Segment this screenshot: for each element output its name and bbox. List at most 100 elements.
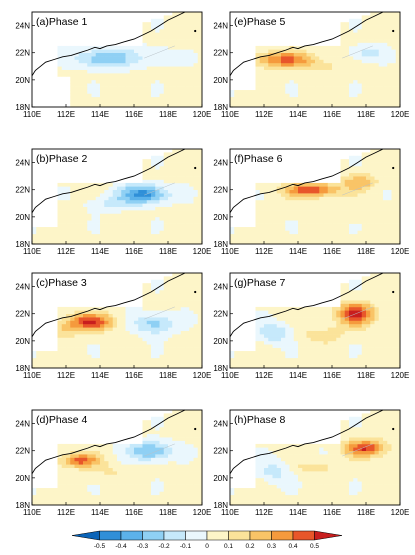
field-cell [194,93,199,97]
field-cell [392,287,397,291]
field-cell [251,100,256,104]
field-cell [290,227,295,231]
field-cell [66,197,71,201]
field-cell [319,49,324,53]
field-cell [336,358,341,362]
field-cell [151,180,156,184]
field-cell [79,485,84,489]
field-cell [358,97,363,101]
field-cell [164,36,169,40]
field-cell [96,354,101,358]
field-cell [164,190,169,194]
field-cell [189,173,194,177]
field-cell [126,203,131,207]
field-cell [264,97,269,101]
field-cell [75,237,80,241]
field-cell [138,213,143,217]
field-cell [181,361,186,365]
field-cell [319,80,324,84]
field-cell [268,324,273,328]
field-cell [130,66,135,70]
field-cell [151,283,156,287]
field-cell [268,76,273,80]
field-cell [164,314,169,318]
field-cell [45,230,50,234]
field-cell [328,327,333,331]
field-cell [273,49,278,53]
field-cell [290,317,295,321]
field-cell [58,485,63,489]
field-cell [87,63,92,67]
field-cell [181,300,186,304]
field-cell [349,49,354,53]
field-cell [45,351,50,355]
field-cell [362,36,367,40]
field-cell [70,337,75,341]
field-cell [130,93,135,97]
field-cell [189,43,194,47]
field-cell [277,93,282,97]
field-cell [277,230,282,234]
field-cell [302,63,307,67]
field-cell [58,344,63,348]
field-cell [328,197,333,201]
field-cell [260,327,265,331]
field-cell [311,354,316,358]
field-cell [155,97,160,101]
field-cell [315,307,320,311]
field-cell [268,234,273,238]
field-cell [375,358,380,362]
field-cell [362,237,367,241]
field-cell [328,183,333,187]
field-cell [336,327,341,331]
field-cell [83,341,88,345]
field-cell [345,351,350,355]
field-cell [164,80,169,84]
field-cell [134,73,139,77]
field-cell [264,213,269,217]
field-cell [324,90,329,94]
field-cell [181,26,186,30]
field-cell [277,60,282,64]
field-cell [181,354,186,358]
field-cell [130,200,135,204]
field-cell [58,186,63,190]
field-cell [109,207,114,211]
field-cell [375,337,380,341]
field-cell [379,331,384,335]
field-cell [62,478,67,482]
field-cell [177,163,182,167]
field-cell [168,224,173,228]
field-cell [87,454,92,458]
field-cell [100,491,105,495]
field-cell [379,190,384,194]
field-cell [336,93,341,97]
field-cell [130,193,135,197]
field-cell [194,334,199,338]
field-cell [58,207,63,211]
field-cell [315,230,320,234]
field-cell [126,186,131,190]
field-cell [315,63,320,67]
field-cell [155,220,160,224]
field-cell [315,49,320,53]
field-cell [189,207,194,211]
field-cell [194,76,199,80]
field-cell [92,491,97,495]
field-cell [307,207,312,211]
field-cell [375,361,380,365]
field-cell [83,324,88,328]
field-cell [319,237,324,241]
field-cell [366,220,371,224]
field-cell [62,327,67,331]
field-cell [160,203,165,207]
field-cell [366,173,371,177]
field-cell [273,317,278,321]
field-cell [58,210,63,214]
field-cell [121,90,126,94]
field-cell [96,230,101,234]
field-cell [268,197,273,201]
field-cell [109,87,114,91]
field-cell [383,66,388,70]
field-cell [387,163,392,167]
